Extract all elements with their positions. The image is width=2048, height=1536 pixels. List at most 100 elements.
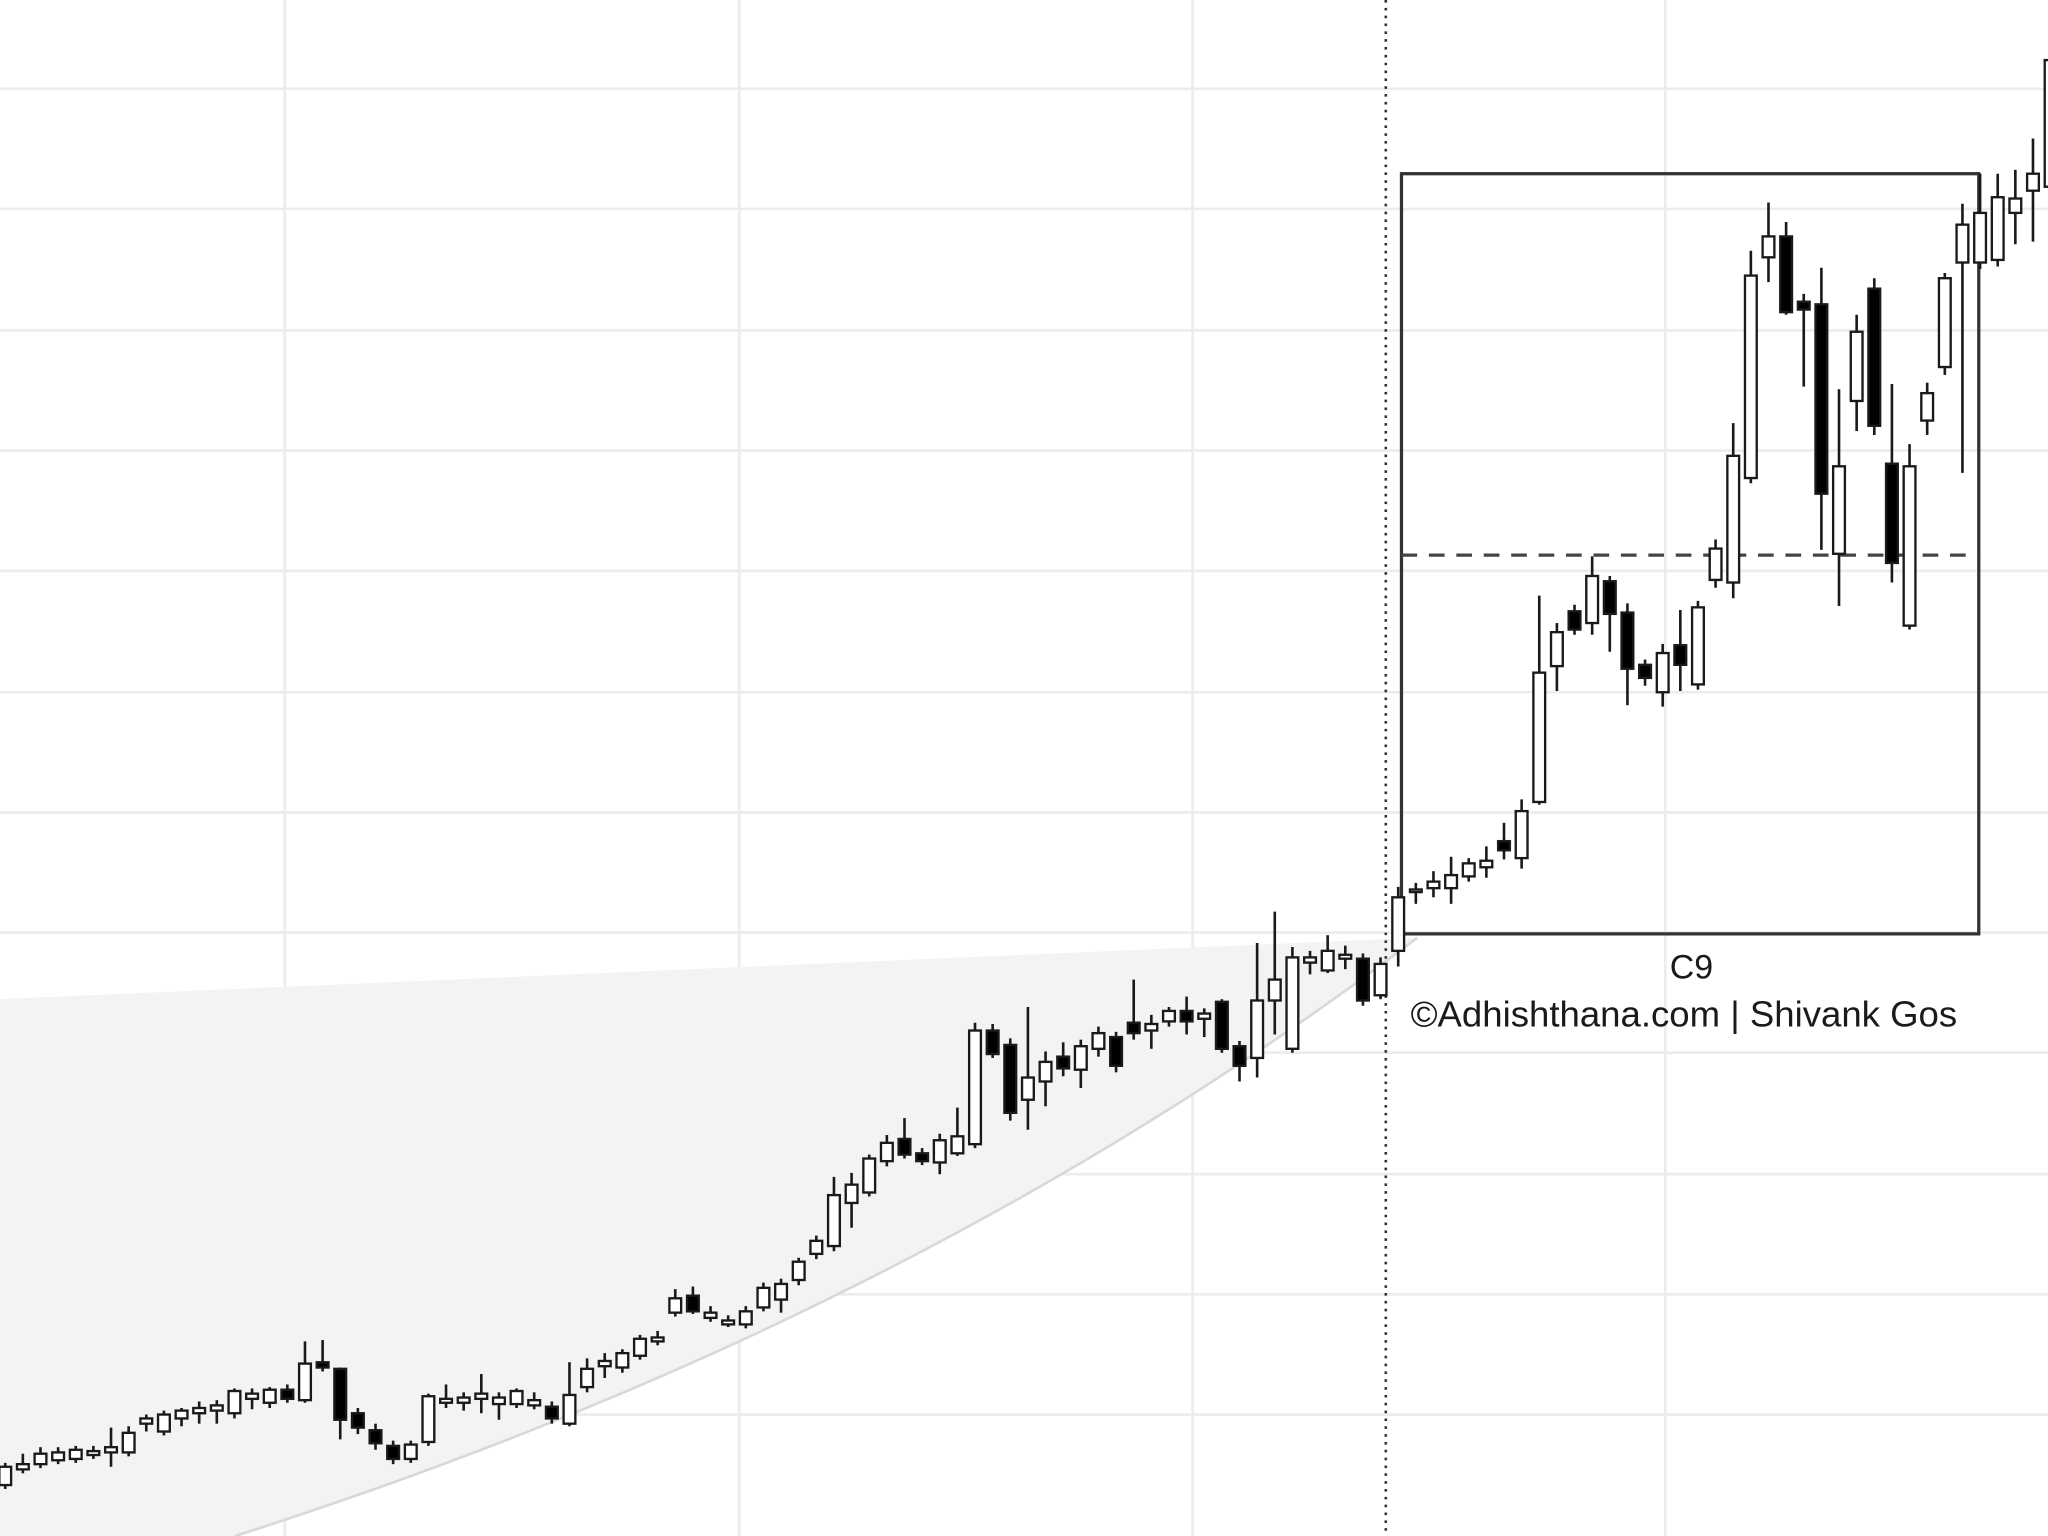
candle — [1779, 222, 1794, 315]
candle — [68, 1445, 83, 1463]
candle — [844, 1172, 859, 1228]
candle-body — [985, 1029, 1000, 1056]
candle — [121, 1426, 136, 1457]
candle — [1567, 604, 1582, 635]
candle-body — [1496, 839, 1512, 852]
candle-body — [2025, 172, 2041, 192]
candle — [1496, 822, 1512, 860]
candle — [1761, 202, 1776, 283]
candle-body — [1073, 1045, 1088, 1071]
candle — [1461, 858, 1476, 882]
candle — [1250, 943, 1265, 1078]
candle — [491, 1392, 506, 1420]
candle-body — [280, 1388, 295, 1401]
candle-body — [1161, 1009, 1177, 1023]
candle-body — [350, 1412, 365, 1429]
candle-body — [1655, 651, 1670, 694]
candle — [1426, 871, 1441, 898]
candle — [1020, 1007, 1035, 1130]
candle-body — [527, 1398, 542, 1407]
candle-body — [139, 1417, 154, 1425]
candle — [1302, 950, 1318, 975]
candle — [527, 1392, 542, 1410]
candle — [950, 1107, 965, 1156]
candle-body — [1620, 611, 1635, 670]
candle-body — [368, 1429, 383, 1445]
candle-body — [245, 1392, 260, 1401]
candle — [1514, 799, 1529, 869]
candle — [474, 1374, 489, 1414]
candle — [1796, 293, 1811, 387]
candle-body — [879, 1141, 894, 1163]
candle-body — [685, 1294, 700, 1313]
candle — [1920, 382, 1935, 435]
candle — [809, 1235, 824, 1260]
candle — [1320, 935, 1335, 974]
candle-body — [915, 1152, 930, 1163]
candle — [174, 1408, 189, 1427]
candle-body — [1638, 663, 1653, 680]
candle — [897, 1118, 912, 1159]
candle — [1056, 1042, 1071, 1077]
candle-body — [297, 1362, 313, 1402]
candle — [1126, 979, 1141, 1040]
candle-body — [1479, 859, 1494, 869]
candle-body — [1849, 330, 1864, 403]
candle-body — [791, 1260, 806, 1282]
candle — [262, 1387, 277, 1408]
candle-body — [0, 1465, 13, 1487]
candle — [245, 1388, 260, 1410]
candle — [1638, 659, 1653, 686]
candle-body — [51, 1451, 66, 1462]
candle — [438, 1384, 454, 1408]
candle — [350, 1408, 365, 1435]
candle-body — [2008, 197, 2023, 215]
candle — [756, 1282, 771, 1312]
candle-body — [1743, 274, 1758, 480]
candle — [615, 1349, 630, 1373]
candle-body — [615, 1351, 630, 1369]
candle-body — [932, 1139, 947, 1164]
candle — [333, 1367, 348, 1440]
candle — [544, 1401, 559, 1424]
shaded-zone — [0, 937, 1418, 1536]
candle-body — [1056, 1055, 1071, 1070]
candle — [1867, 278, 1882, 435]
candle-body — [1003, 1043, 1018, 1114]
candle-body — [738, 1310, 753, 1326]
candle — [685, 1286, 700, 1314]
candle — [1144, 1014, 1159, 1049]
candle — [668, 1289, 683, 1317]
candle — [15, 1453, 30, 1474]
candle-body — [1109, 1035, 1124, 1067]
candle — [1726, 423, 1741, 599]
candle — [1161, 1007, 1177, 1027]
candle — [1391, 886, 1406, 967]
candle-body — [386, 1444, 401, 1461]
candle — [103, 1427, 119, 1467]
candle — [1479, 846, 1494, 878]
candle-body — [15, 1462, 30, 1471]
candle — [456, 1392, 471, 1411]
candle-body — [1955, 223, 1970, 264]
candle — [1937, 272, 1952, 375]
candle-body — [2043, 58, 2048, 188]
candle-body — [580, 1367, 595, 1389]
candle-body — [774, 1282, 789, 1301]
candle — [985, 1023, 1000, 1058]
candle — [1549, 623, 1564, 691]
candle — [1902, 444, 1917, 630]
candle — [1585, 556, 1600, 635]
candle — [1973, 173, 1988, 270]
candle-body — [491, 1396, 506, 1406]
candle — [297, 1341, 313, 1403]
candle — [280, 1384, 295, 1403]
credit: ©Adhishthana.com | Shivank Gos — [1411, 994, 1958, 1035]
candle-body — [438, 1397, 454, 1404]
candle — [1620, 603, 1635, 706]
candle-body — [1937, 277, 1952, 369]
candle — [1444, 856, 1459, 904]
candle — [2025, 138, 2041, 242]
candle-body — [209, 1404, 224, 1412]
